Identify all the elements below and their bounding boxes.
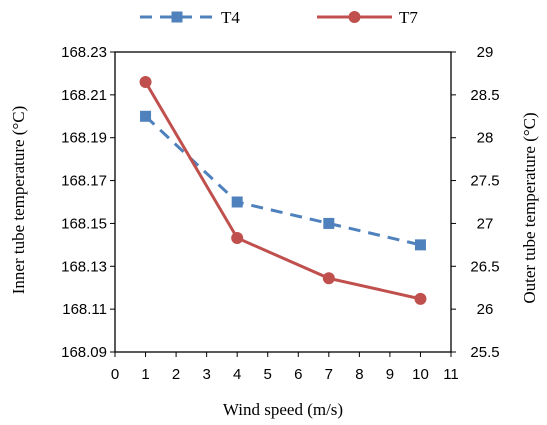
right-y-tick-label: 28	[477, 130, 494, 147]
right-y-tick-label: 26	[477, 301, 494, 318]
series-line-t4	[144, 115, 421, 247]
right-y-tick-label: 27.5	[470, 173, 499, 190]
x-tick-label: 9	[386, 366, 394, 383]
plot-area-frame	[114, 51, 452, 353]
x-tick-label: 7	[325, 366, 333, 383]
legend: T4 T7	[140, 8, 418, 27]
left-y-tick-label: 168.23	[61, 44, 107, 61]
data-point-t7	[231, 232, 244, 244]
right-y-tick-label: 25.5	[470, 344, 499, 361]
right-y-axis: 25.5 26 26.5 27 27.5 28 28.5 29	[451, 44, 500, 361]
x-axis: 0 1 2 3 4 5 6 7 8 9 10 11	[111, 352, 459, 383]
left-y-tick-label: 168.17	[61, 173, 107, 190]
x-tick-label: 4	[233, 366, 241, 383]
x-tick-label: 8	[355, 366, 363, 383]
x-tick-label: 6	[294, 366, 302, 383]
left-y-axis: 168.09 168.11 168.13 168.15 168.17 168.19 168.…	[61, 44, 115, 361]
x-tick-label: 2	[172, 366, 180, 383]
left-y-tick-label: 168.21	[61, 87, 107, 104]
left-y-tick-label: 168.11	[62, 301, 107, 318]
legend-label-t7: T7	[399, 8, 418, 27]
data-point-t4	[140, 110, 152, 122]
right-y-tick-label: 29	[477, 44, 494, 61]
left-y-tick-label: 168.19	[61, 130, 107, 147]
right-y-tick-label: 28.5	[470, 87, 499, 104]
x-tick-label: 3	[202, 366, 210, 383]
right-y-tick-label: 27	[477, 215, 494, 232]
right-y-tick-label: 26.5	[470, 258, 499, 275]
left-y-tick-label: 168.13	[61, 258, 107, 275]
left-y-tick-label: 168.09	[61, 344, 107, 361]
legend-marker-t7	[348, 11, 361, 23]
series-line-t7	[144, 81, 421, 301]
data-point-t7	[139, 76, 152, 88]
x-tick-label: 0	[111, 366, 119, 383]
x-tick-label: 5	[264, 366, 272, 383]
legend-label-t4: T4	[221, 8, 240, 27]
left-y-axis-title: Inner tube temperature (°C)	[9, 106, 28, 295]
data-point-t4	[231, 196, 243, 208]
x-tick-label: 10	[412, 366, 429, 383]
data-point-t7	[322, 272, 335, 285]
x-tick-label: 1	[141, 366, 149, 383]
left-y-tick-label: 168.15	[61, 215, 107, 232]
x-axis-title: Wind speed (m/s)	[223, 400, 343, 419]
data-point-t4	[323, 217, 335, 229]
x-tick-label: 11	[443, 366, 459, 383]
legend-marker-t4	[171, 11, 183, 23]
data-point-t4	[414, 239, 426, 251]
series-layer	[139, 76, 427, 305]
right-y-axis-title: Outer tube temperature (°C)	[520, 112, 539, 303]
data-point-t7	[414, 292, 427, 305]
